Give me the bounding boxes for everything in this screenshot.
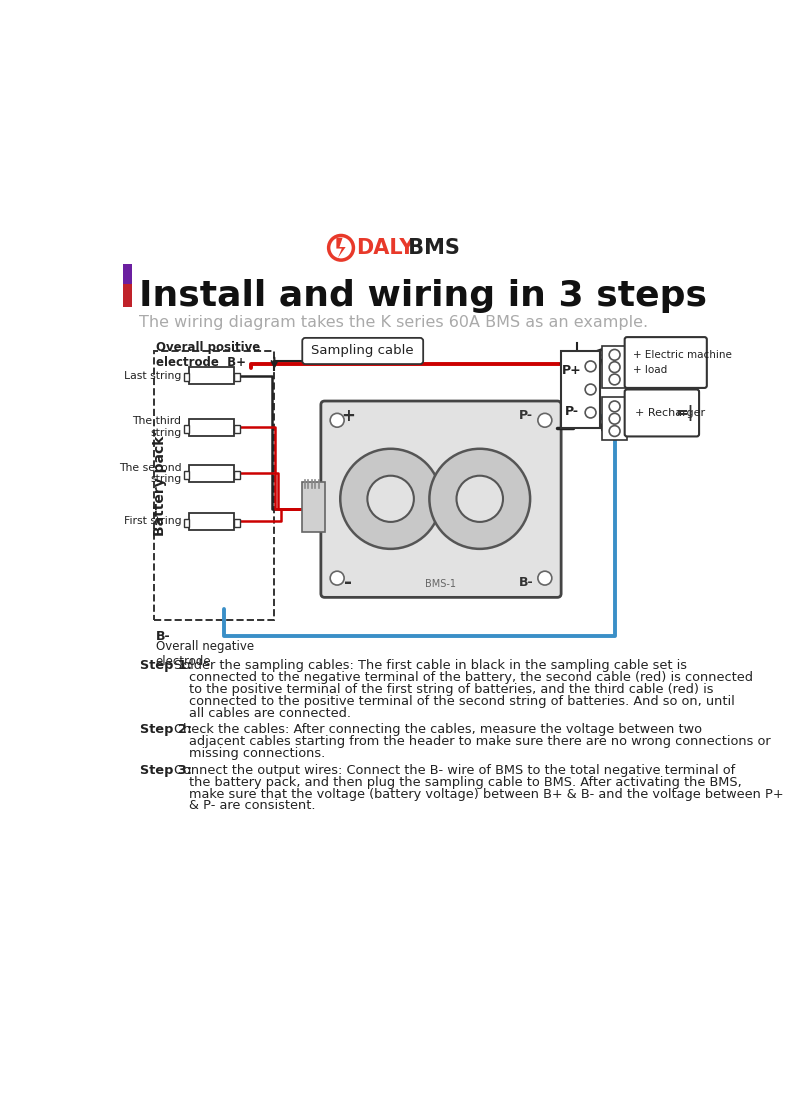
Text: DALY: DALY	[357, 238, 415, 258]
FancyBboxPatch shape	[234, 425, 239, 433]
FancyBboxPatch shape	[184, 471, 189, 479]
Circle shape	[585, 361, 596, 372]
Text: Check the cables: After connecting the cables, measure the voltage between two: Check the cables: After connecting the c…	[174, 723, 702, 737]
Circle shape	[609, 401, 620, 412]
Text: make sure that the voltage (battery voltage) between B+ & B- and the voltage bet: make sure that the voltage (battery volt…	[189, 788, 784, 800]
Text: Overall positive
electrode  B+: Overall positive electrode B+	[156, 341, 260, 369]
Circle shape	[538, 571, 552, 585]
FancyBboxPatch shape	[234, 518, 239, 526]
Text: the battery pack, and then plug the sampling cable to BMS. After activating the : the battery pack, and then plug the samp…	[189, 776, 742, 789]
FancyBboxPatch shape	[234, 471, 239, 479]
Text: Overall negative
electrode: Overall negative electrode	[156, 640, 254, 667]
FancyBboxPatch shape	[189, 367, 234, 384]
Text: Last string: Last string	[124, 370, 182, 380]
Text: +: +	[341, 407, 355, 424]
Text: connected to the negative terminal of the battery, the second cable (red) is con: connected to the negative terminal of th…	[189, 671, 753, 684]
Text: missing connections.: missing connections.	[189, 747, 326, 761]
Circle shape	[609, 413, 620, 424]
Text: The wiring diagram takes the K series 60A BMS as an example.: The wiring diagram takes the K series 60…	[138, 315, 648, 330]
Circle shape	[330, 413, 344, 427]
FancyBboxPatch shape	[602, 397, 627, 439]
Text: Step 1:: Step 1:	[140, 659, 197, 672]
Circle shape	[609, 374, 620, 385]
Text: P-: P-	[565, 404, 579, 418]
Text: & P- are consistent.: & P- are consistent.	[189, 799, 316, 812]
Circle shape	[609, 362, 620, 373]
Circle shape	[330, 571, 344, 585]
FancyBboxPatch shape	[123, 264, 132, 286]
FancyBboxPatch shape	[561, 351, 600, 427]
FancyBboxPatch shape	[302, 482, 325, 532]
Text: + Recharger: + Recharger	[634, 409, 705, 419]
Text: The second
string: The second string	[118, 463, 182, 484]
FancyBboxPatch shape	[184, 518, 189, 526]
FancyBboxPatch shape	[625, 389, 699, 436]
FancyBboxPatch shape	[602, 345, 627, 388]
Text: connected to the positive terminal of the second string of batteries. And so on,: connected to the positive terminal of th…	[189, 695, 735, 708]
Text: BMS: BMS	[401, 238, 459, 258]
Circle shape	[609, 350, 620, 361]
Circle shape	[430, 448, 530, 549]
Text: Step 3:: Step 3:	[140, 764, 197, 777]
Text: Install and wiring in 3 steps: Install and wiring in 3 steps	[138, 279, 706, 313]
FancyBboxPatch shape	[123, 284, 132, 307]
Text: P+: P+	[562, 364, 582, 377]
FancyBboxPatch shape	[189, 465, 234, 482]
Text: The third
string: The third string	[132, 416, 182, 438]
Text: Battery pack: Battery pack	[154, 435, 167, 536]
Text: -: -	[344, 573, 352, 592]
Text: adjacent cables starting from the header to make sure there are no wrong connect: adjacent cables starting from the header…	[189, 735, 770, 749]
Text: Solder the sampling cables: The first cable in black in the sampling cable set i: Solder the sampling cables: The first ca…	[174, 659, 687, 672]
Text: Sampling cable: Sampling cable	[311, 344, 414, 357]
Text: B-: B-	[156, 630, 170, 642]
Text: + Electric machine: + Electric machine	[634, 350, 732, 359]
FancyBboxPatch shape	[184, 374, 189, 381]
Text: B-: B-	[519, 576, 534, 590]
FancyBboxPatch shape	[234, 374, 239, 381]
Text: First string: First string	[124, 516, 182, 526]
FancyBboxPatch shape	[184, 425, 189, 433]
Polygon shape	[336, 238, 346, 258]
Text: to the positive terminal of the first string of batteries, and the third cable (: to the positive terminal of the first st…	[189, 683, 714, 696]
Text: + load: + load	[634, 365, 667, 375]
Circle shape	[457, 476, 503, 522]
Circle shape	[367, 476, 414, 522]
Text: Step 2:: Step 2:	[140, 723, 197, 737]
FancyBboxPatch shape	[302, 338, 423, 364]
Circle shape	[585, 408, 596, 418]
Text: P-: P-	[519, 409, 534, 422]
Text: Connect the output wires: Connect the B- wire of BMS to the total negative termi: Connect the output wires: Connect the B-…	[174, 764, 736, 777]
Text: =|: =|	[675, 406, 694, 421]
FancyBboxPatch shape	[189, 419, 234, 436]
FancyBboxPatch shape	[321, 401, 561, 597]
Circle shape	[585, 384, 596, 395]
Circle shape	[609, 425, 620, 436]
FancyBboxPatch shape	[189, 513, 234, 529]
Circle shape	[340, 448, 441, 549]
Circle shape	[538, 413, 552, 427]
Text: all cables are connected.: all cables are connected.	[189, 707, 351, 720]
FancyBboxPatch shape	[625, 338, 707, 388]
Text: BMS-1: BMS-1	[426, 580, 457, 590]
